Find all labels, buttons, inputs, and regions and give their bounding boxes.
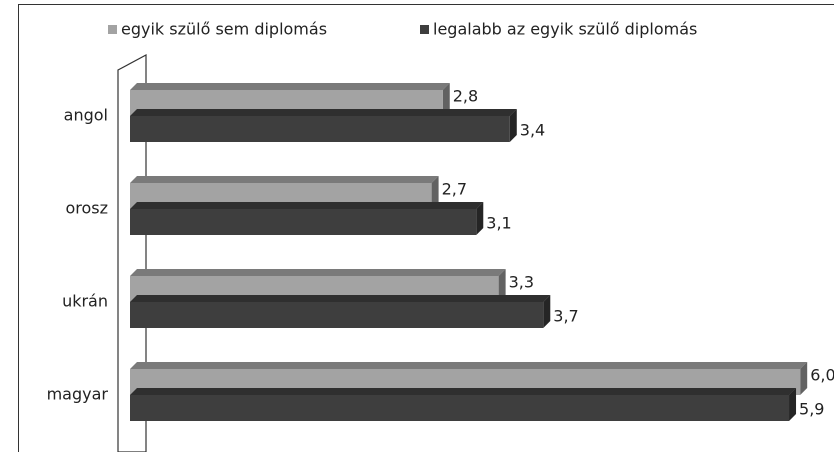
legend-label: egyik szülő sem diplomás: [121, 20, 327, 39]
data-label: 2,7: [442, 180, 467, 199]
data-label: 3,7: [553, 307, 578, 326]
bar-top: [130, 109, 517, 116]
bar-top: [130, 202, 484, 209]
y-tick-label: ukrán: [62, 292, 108, 311]
bar-top: [130, 388, 797, 395]
bar: [130, 116, 510, 142]
chart-border: [18, 4, 834, 452]
legend-label: legalabb az egyik szülő diplomás: [433, 20, 697, 39]
bar-side: [442, 83, 450, 116]
bar-side: [543, 295, 551, 328]
axis-wall: [117, 53, 147, 452]
bar-top: [130, 295, 551, 302]
legend-swatch: [420, 25, 429, 34]
bar-top: [130, 83, 450, 90]
bar-top: [130, 362, 808, 369]
data-label: 3,4: [520, 121, 545, 140]
y-tick-label: orosz: [65, 199, 108, 218]
bar-side: [431, 176, 439, 209]
bar-top: [130, 269, 506, 276]
bar: [130, 302, 544, 328]
bar: [130, 395, 790, 421]
bar-side: [476, 202, 484, 235]
bar: [130, 209, 477, 235]
bar-side: [789, 388, 797, 421]
data-label: 3,3: [509, 273, 534, 292]
data-label: 3,1: [486, 214, 511, 233]
bar-side: [800, 362, 808, 395]
bar-top: [130, 176, 439, 183]
legend-swatch: [108, 25, 117, 34]
bar-side: [509, 109, 517, 142]
y-tick-label: magyar: [47, 385, 109, 404]
y-tick-label: angol: [64, 106, 108, 125]
bar-side: [498, 269, 506, 302]
data-label: 6,0: [810, 366, 834, 385]
data-label: 2,8: [453, 87, 478, 106]
data-label: 5,9: [799, 400, 824, 419]
